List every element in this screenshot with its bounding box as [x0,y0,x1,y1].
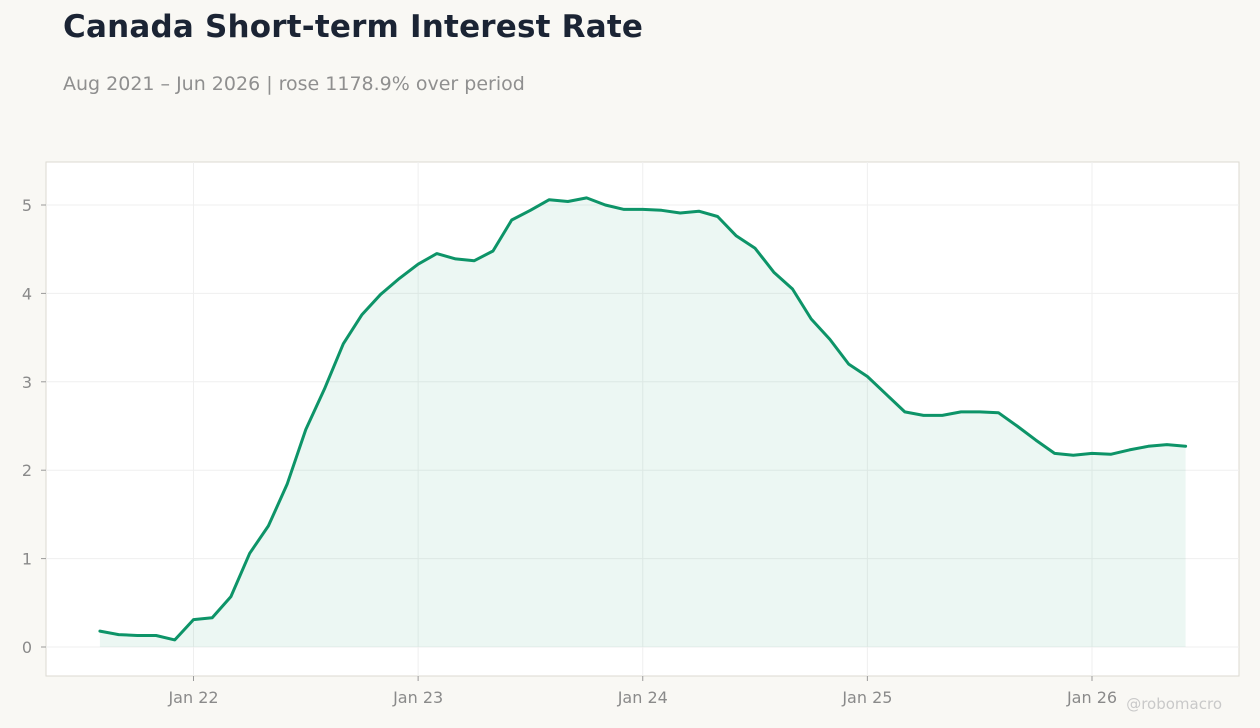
y-tick-label: 3 [22,373,32,392]
y-tick-label: 5 [22,196,32,215]
y-tick-label: 2 [22,461,32,480]
series-line [98,196,1188,642]
y-tick-label: 0 [22,638,32,657]
y-tick-label: 4 [22,284,32,303]
x-tick-label: Jan 23 [392,688,443,707]
x-tick-label: Jan 25 [841,688,892,707]
y-tick-label: 1 [22,550,32,569]
series-area [99,197,1186,647]
chart-title: Canada Short-term Interest Rate [63,9,644,45]
x-tick-label: Jan 24 [617,688,668,707]
watermark: @robomacro [1126,695,1222,713]
chart-subtitle: Aug 2021 – Jun 2026 | rose 1178.9% over … [63,73,525,95]
x-tick-label: Jan 26 [1066,688,1117,707]
x-tick-label: Jan 22 [167,688,218,707]
